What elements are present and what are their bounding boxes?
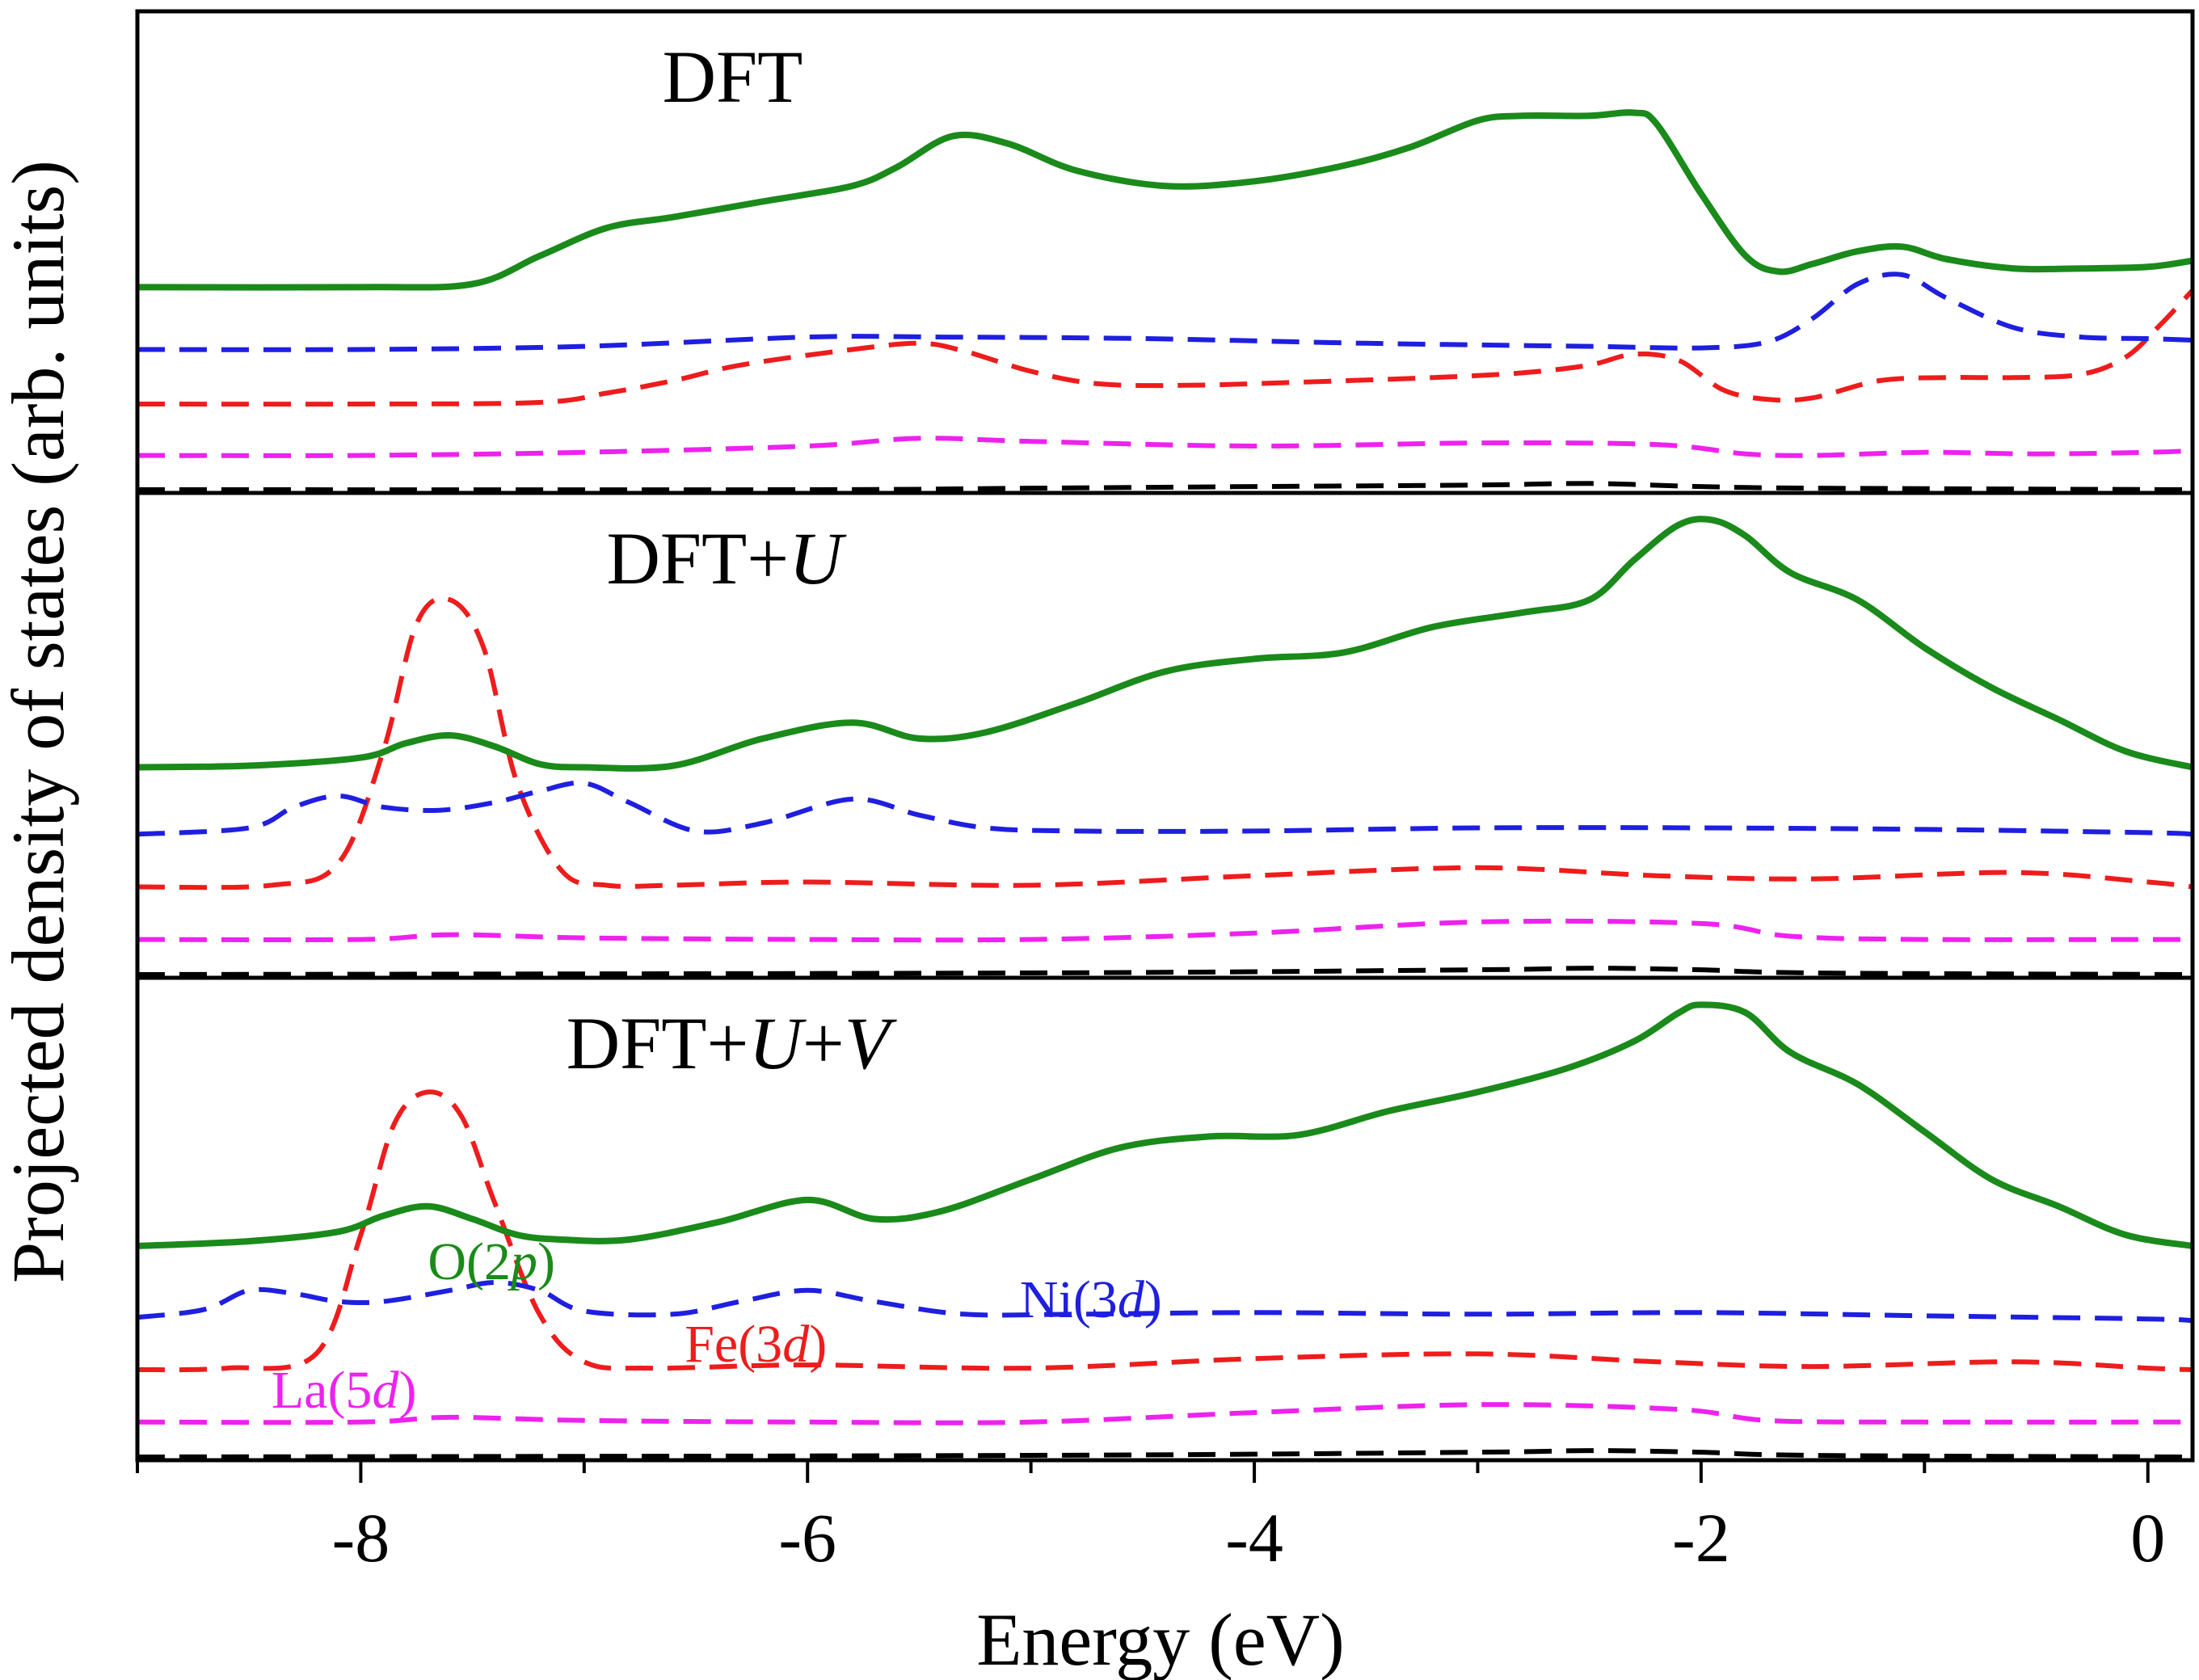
panel-2: DFT+U (135, 491, 2195, 980)
series-la-line (137, 918, 2193, 943)
series-ni-line (137, 780, 2193, 837)
x-tick-label: 0 (2130, 1499, 2165, 1577)
x-axis-label: Energy (eV) (976, 1598, 1345, 1680)
panel-title: DFT (663, 36, 803, 118)
series-ni-line (137, 272, 2193, 352)
x-tick-label: -8 (332, 1499, 390, 1577)
panel-1: DFT (135, 9, 2195, 495)
series-label-ni: Ni(3d) (1020, 1270, 1162, 1329)
series-o-line (137, 109, 2193, 291)
panel-3-series (137, 1001, 2193, 1459)
panel-frame (135, 9, 2195, 495)
series-fe-line (137, 1089, 2193, 1373)
series-la-line (137, 1402, 2193, 1425)
series-other-line (137, 1448, 2193, 1459)
series-o-line (137, 1001, 2193, 1249)
panel-1-series (137, 109, 2193, 493)
panel-2-series (137, 516, 2193, 977)
series-o-line (137, 516, 2193, 772)
x-tick-label: -2 (1672, 1499, 1730, 1577)
x-tick-label: -6 (778, 1499, 836, 1577)
panel-3: DFT+U+V O(2p) Ni(3d) Fe(3d) La(5d) (135, 975, 2195, 1463)
series-ni-line (137, 1280, 2193, 1324)
series-fe-line (137, 596, 2193, 891)
series-label-fe: Fe(3d) (685, 1315, 827, 1374)
series-la-line (137, 436, 2193, 458)
y-axis-label: Projected density of states (arb. units) (0, 160, 79, 1283)
series-label-la: La(5d) (272, 1361, 417, 1420)
panel-frame (135, 975, 2195, 1463)
series-other-line (137, 966, 2193, 977)
series-other-line (137, 481, 2193, 493)
series-label-o: O(2p) (428, 1232, 555, 1291)
series-fe-line (137, 288, 2193, 407)
panel-title: DFT+U (606, 517, 847, 600)
panel-title: DFT+U+V (567, 1002, 898, 1084)
x-axis: -8 -6 -4 -2 0 (136, 1460, 2165, 1577)
panels-layer: DFT DFT+U DFT+U+V O(2p) Ni(3d) Fe(3d) La(5d) (135, 9, 2195, 1463)
x-tick-label: -4 (1225, 1499, 1283, 1577)
